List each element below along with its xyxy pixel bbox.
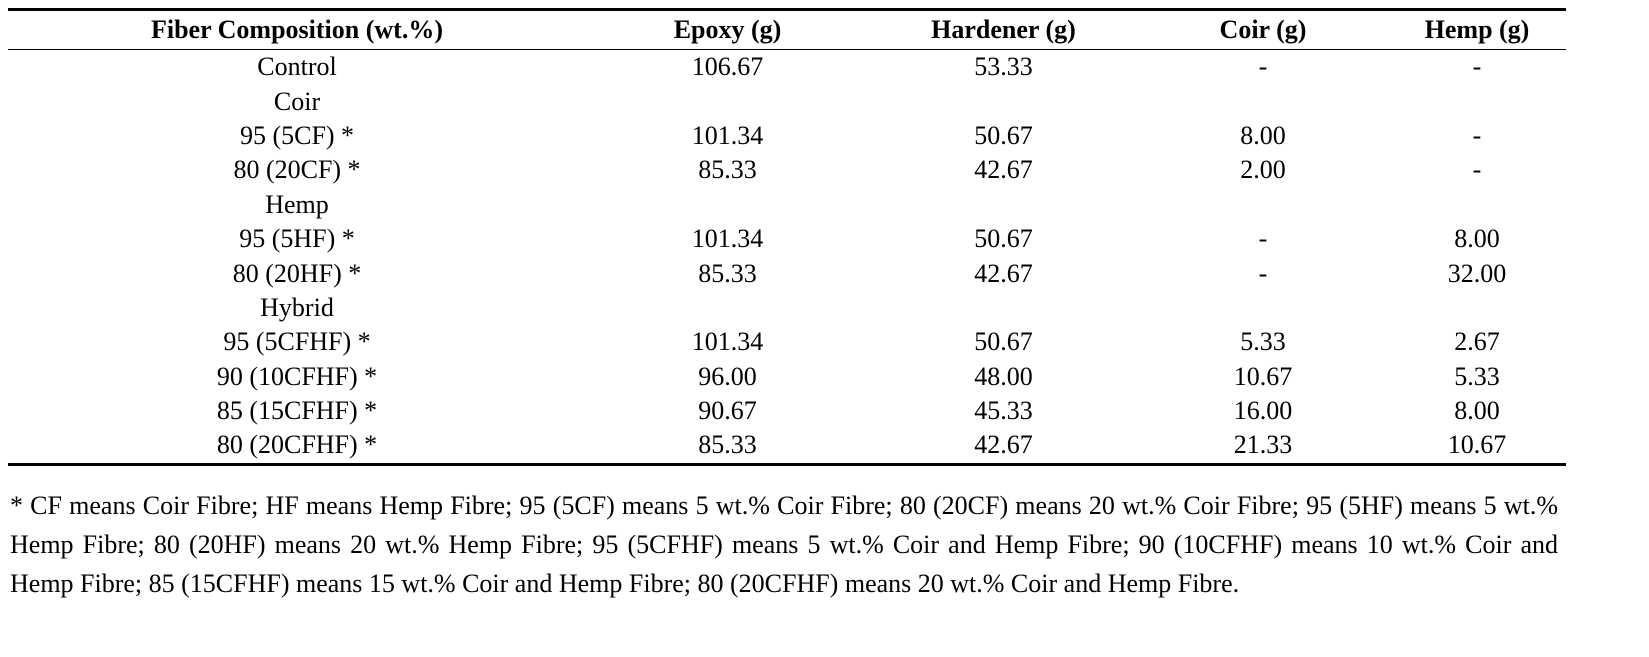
table-row: 85 (15CFHF) * 90.67 45.33 16.00 8.00 bbox=[8, 394, 1566, 428]
table-header-row: Fiber Composition (wt.%) Epoxy (g) Harde… bbox=[8, 9, 1566, 50]
table-row: 80 (20HF) * 85.33 42.67 - 32.00 bbox=[8, 256, 1566, 290]
hardener-cell: 48.00 bbox=[974, 361, 1033, 391]
hemp-cell bbox=[1388, 188, 1566, 222]
hardener-cell bbox=[869, 291, 1138, 325]
epoxy-cell bbox=[586, 84, 869, 118]
table-group-row: Hemp bbox=[8, 188, 1566, 222]
table-group-row: Coir bbox=[8, 84, 1566, 118]
hemp-cell: - bbox=[1472, 52, 1482, 82]
composition-cell: 80 (20HF) * bbox=[232, 258, 362, 288]
epoxy-cell: 106.67 bbox=[691, 52, 764, 82]
hemp-cell bbox=[1388, 84, 1566, 118]
hemp-cell: 10.67 bbox=[1447, 430, 1507, 460]
hardener-cell: 42.67 bbox=[974, 430, 1033, 460]
coir-cell bbox=[1138, 188, 1388, 222]
hemp-cell: 32.00 bbox=[1447, 258, 1507, 288]
composition-cell: Control bbox=[257, 52, 337, 82]
coir-cell: 2.00 bbox=[1240, 155, 1286, 185]
table-footnote: * CF means Coir Fibre; HF means Hemp Fib… bbox=[10, 491, 1558, 598]
hemp-cell: 2.67 bbox=[1454, 327, 1500, 357]
coir-cell: 21.33 bbox=[1233, 430, 1293, 460]
group-label: Coir bbox=[273, 86, 321, 116]
hardener-cell: 53.33 bbox=[974, 52, 1033, 82]
coir-cell: - bbox=[1258, 258, 1268, 288]
hardener-cell bbox=[869, 84, 1138, 118]
hardener-cell: 45.33 bbox=[974, 396, 1033, 426]
epoxy-cell: 85.33 bbox=[698, 430, 757, 460]
hemp-cell: - bbox=[1472, 120, 1482, 150]
header-fiber-composition: Fiber Composition (wt.%) bbox=[150, 15, 443, 44]
header-epoxy: Epoxy (g) bbox=[673, 15, 782, 44]
hardener-cell bbox=[869, 188, 1138, 222]
hemp-cell bbox=[1388, 291, 1566, 325]
epoxy-cell: 85.33 bbox=[698, 155, 757, 185]
composition-table-container: Fiber Composition (wt.%) Epoxy (g) Harde… bbox=[8, 8, 1566, 466]
coir-cell: 8.00 bbox=[1240, 120, 1286, 150]
epoxy-cell: 96.00 bbox=[698, 361, 757, 391]
coir-cell: 10.67 bbox=[1233, 361, 1293, 391]
coir-cell: 16.00 bbox=[1233, 396, 1293, 426]
header-hemp: Hemp (g) bbox=[1424, 15, 1530, 44]
epoxy-cell: 101.34 bbox=[691, 120, 764, 150]
coir-cell: - bbox=[1258, 224, 1268, 254]
epoxy-cell bbox=[586, 291, 869, 325]
epoxy-cell: 101.34 bbox=[691, 224, 764, 254]
coir-cell: - bbox=[1258, 52, 1268, 82]
header-coir: Coir (g) bbox=[1219, 15, 1307, 44]
hemp-cell: - bbox=[1472, 155, 1482, 185]
epoxy-cell: 85.33 bbox=[698, 258, 757, 288]
table-row: 80 (20CFHF) * 85.33 42.67 21.33 10.67 bbox=[8, 428, 1566, 465]
composition-cell: 95 (5CFHF) * bbox=[223, 327, 371, 357]
header-hardener: Hardener (g) bbox=[931, 15, 1076, 44]
composition-table: Fiber Composition (wt.%) Epoxy (g) Harde… bbox=[8, 8, 1566, 466]
composition-cell: 80 (20CFHF) * bbox=[216, 430, 378, 460]
coir-cell: 5.33 bbox=[1240, 327, 1286, 357]
hardener-cell: 50.67 bbox=[974, 120, 1033, 150]
coir-cell bbox=[1138, 84, 1388, 118]
table-row: 95 (5HF) * 101.34 50.67 - 8.00 bbox=[8, 222, 1566, 256]
composition-cell: 95 (5CF) * bbox=[239, 120, 355, 150]
table-row: 95 (5CF) * 101.34 50.67 8.00 - bbox=[8, 119, 1566, 153]
composition-cell: 95 (5HF) * bbox=[239, 224, 355, 254]
composition-cell: 85 (15CFHF) * bbox=[216, 396, 378, 426]
hemp-cell: 8.00 bbox=[1454, 224, 1500, 254]
epoxy-cell bbox=[586, 188, 869, 222]
group-label: Hemp bbox=[265, 189, 329, 219]
hemp-cell: 5.33 bbox=[1454, 361, 1500, 391]
group-label: Hybrid bbox=[260, 292, 334, 322]
epoxy-cell: 101.34 bbox=[691, 327, 764, 357]
hardener-cell: 42.67 bbox=[974, 155, 1033, 185]
table-row: 80 (20CF) * 85.33 42.67 2.00 - bbox=[8, 153, 1566, 187]
hardener-cell: 50.67 bbox=[974, 327, 1033, 357]
table-group-row: Hybrid bbox=[8, 291, 1566, 325]
epoxy-cell: 90.67 bbox=[698, 396, 757, 426]
hardener-cell: 42.67 bbox=[974, 258, 1033, 288]
table-row: Control 106.67 53.33 - - bbox=[8, 50, 1566, 85]
composition-cell: 90 (10CFHF) * bbox=[216, 361, 378, 391]
table-row: 90 (10CFHF) * 96.00 48.00 10.67 5.33 bbox=[8, 360, 1566, 394]
composition-cell: 80 (20CF) * bbox=[233, 155, 361, 185]
hemp-cell: 8.00 bbox=[1454, 396, 1500, 426]
coir-cell bbox=[1138, 291, 1388, 325]
table-row: 95 (5CFHF) * 101.34 50.67 5.33 2.67 bbox=[8, 325, 1566, 359]
hardener-cell: 50.67 bbox=[974, 224, 1033, 254]
